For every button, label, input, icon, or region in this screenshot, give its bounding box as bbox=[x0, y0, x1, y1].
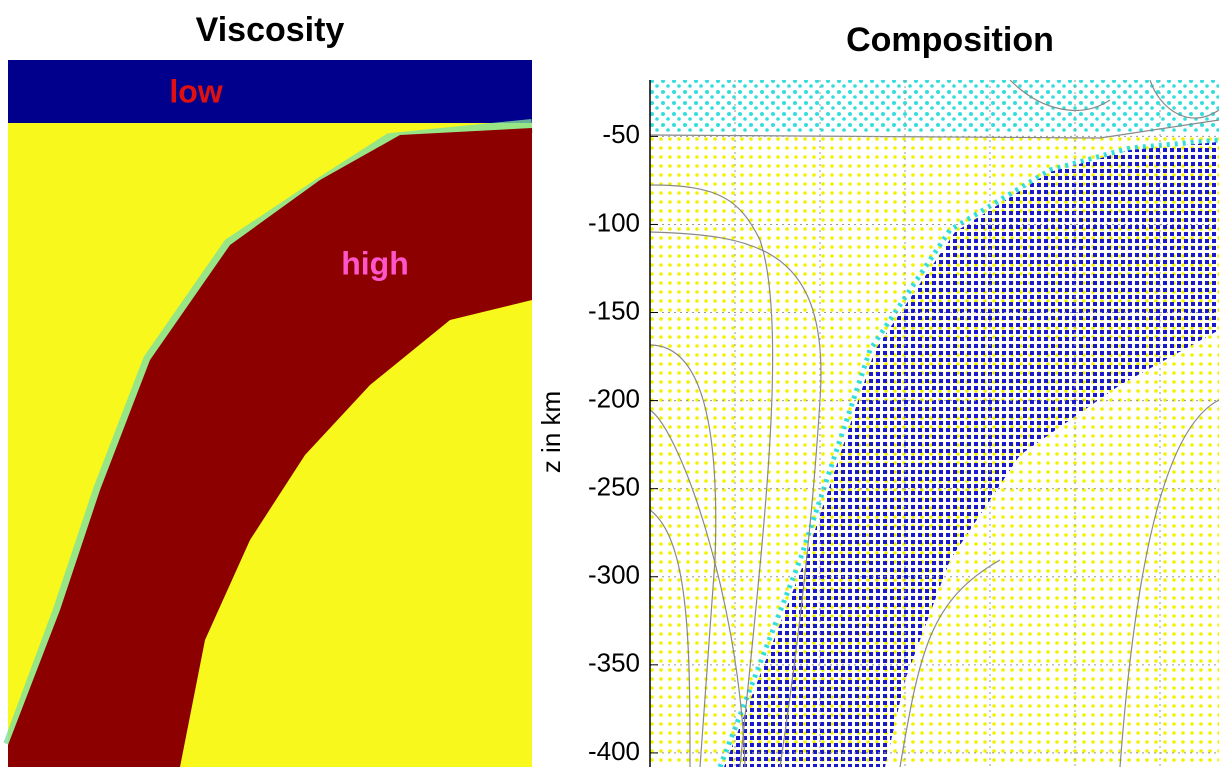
low-layer bbox=[8, 60, 532, 123]
contour-line bbox=[899, 559, 1001, 767]
y-tick-label: -400 bbox=[588, 736, 640, 766]
y-tick-label: -350 bbox=[588, 648, 640, 678]
viscosity-panel: Viscosity low high bbox=[3, 11, 533, 767]
y-tick-label: -200 bbox=[588, 383, 640, 413]
composition-panel: Composition -50 -100 -150 -200 -250 -300 -350 -4… bbox=[536, 21, 1219, 767]
high-slab bbox=[8, 128, 532, 767]
annotation: high bbox=[341, 245, 409, 281]
contour-line bbox=[650, 509, 691, 767]
chart-title: Viscosity bbox=[196, 11, 345, 49]
y-tick-label: -300 bbox=[588, 560, 640, 590]
y-tick-label: -250 bbox=[588, 472, 640, 502]
y-tick-label: -100 bbox=[588, 207, 640, 237]
crust-markers bbox=[650, 80, 1219, 132]
y-tick-label: -50 bbox=[602, 119, 640, 149]
contour-line bbox=[1149, 80, 1219, 119]
chart-title: Composition bbox=[846, 21, 1054, 59]
contour-line bbox=[650, 344, 717, 767]
y-axis-label: z in km bbox=[536, 391, 566, 473]
contour-line bbox=[1009, 80, 1111, 111]
annotation: low bbox=[169, 73, 222, 109]
y-tick-label: -150 bbox=[588, 295, 640, 325]
slab-markers bbox=[724, 142, 1219, 767]
plot-area bbox=[650, 80, 1219, 767]
contour-line bbox=[1119, 399, 1219, 767]
contour-line bbox=[650, 409, 746, 767]
